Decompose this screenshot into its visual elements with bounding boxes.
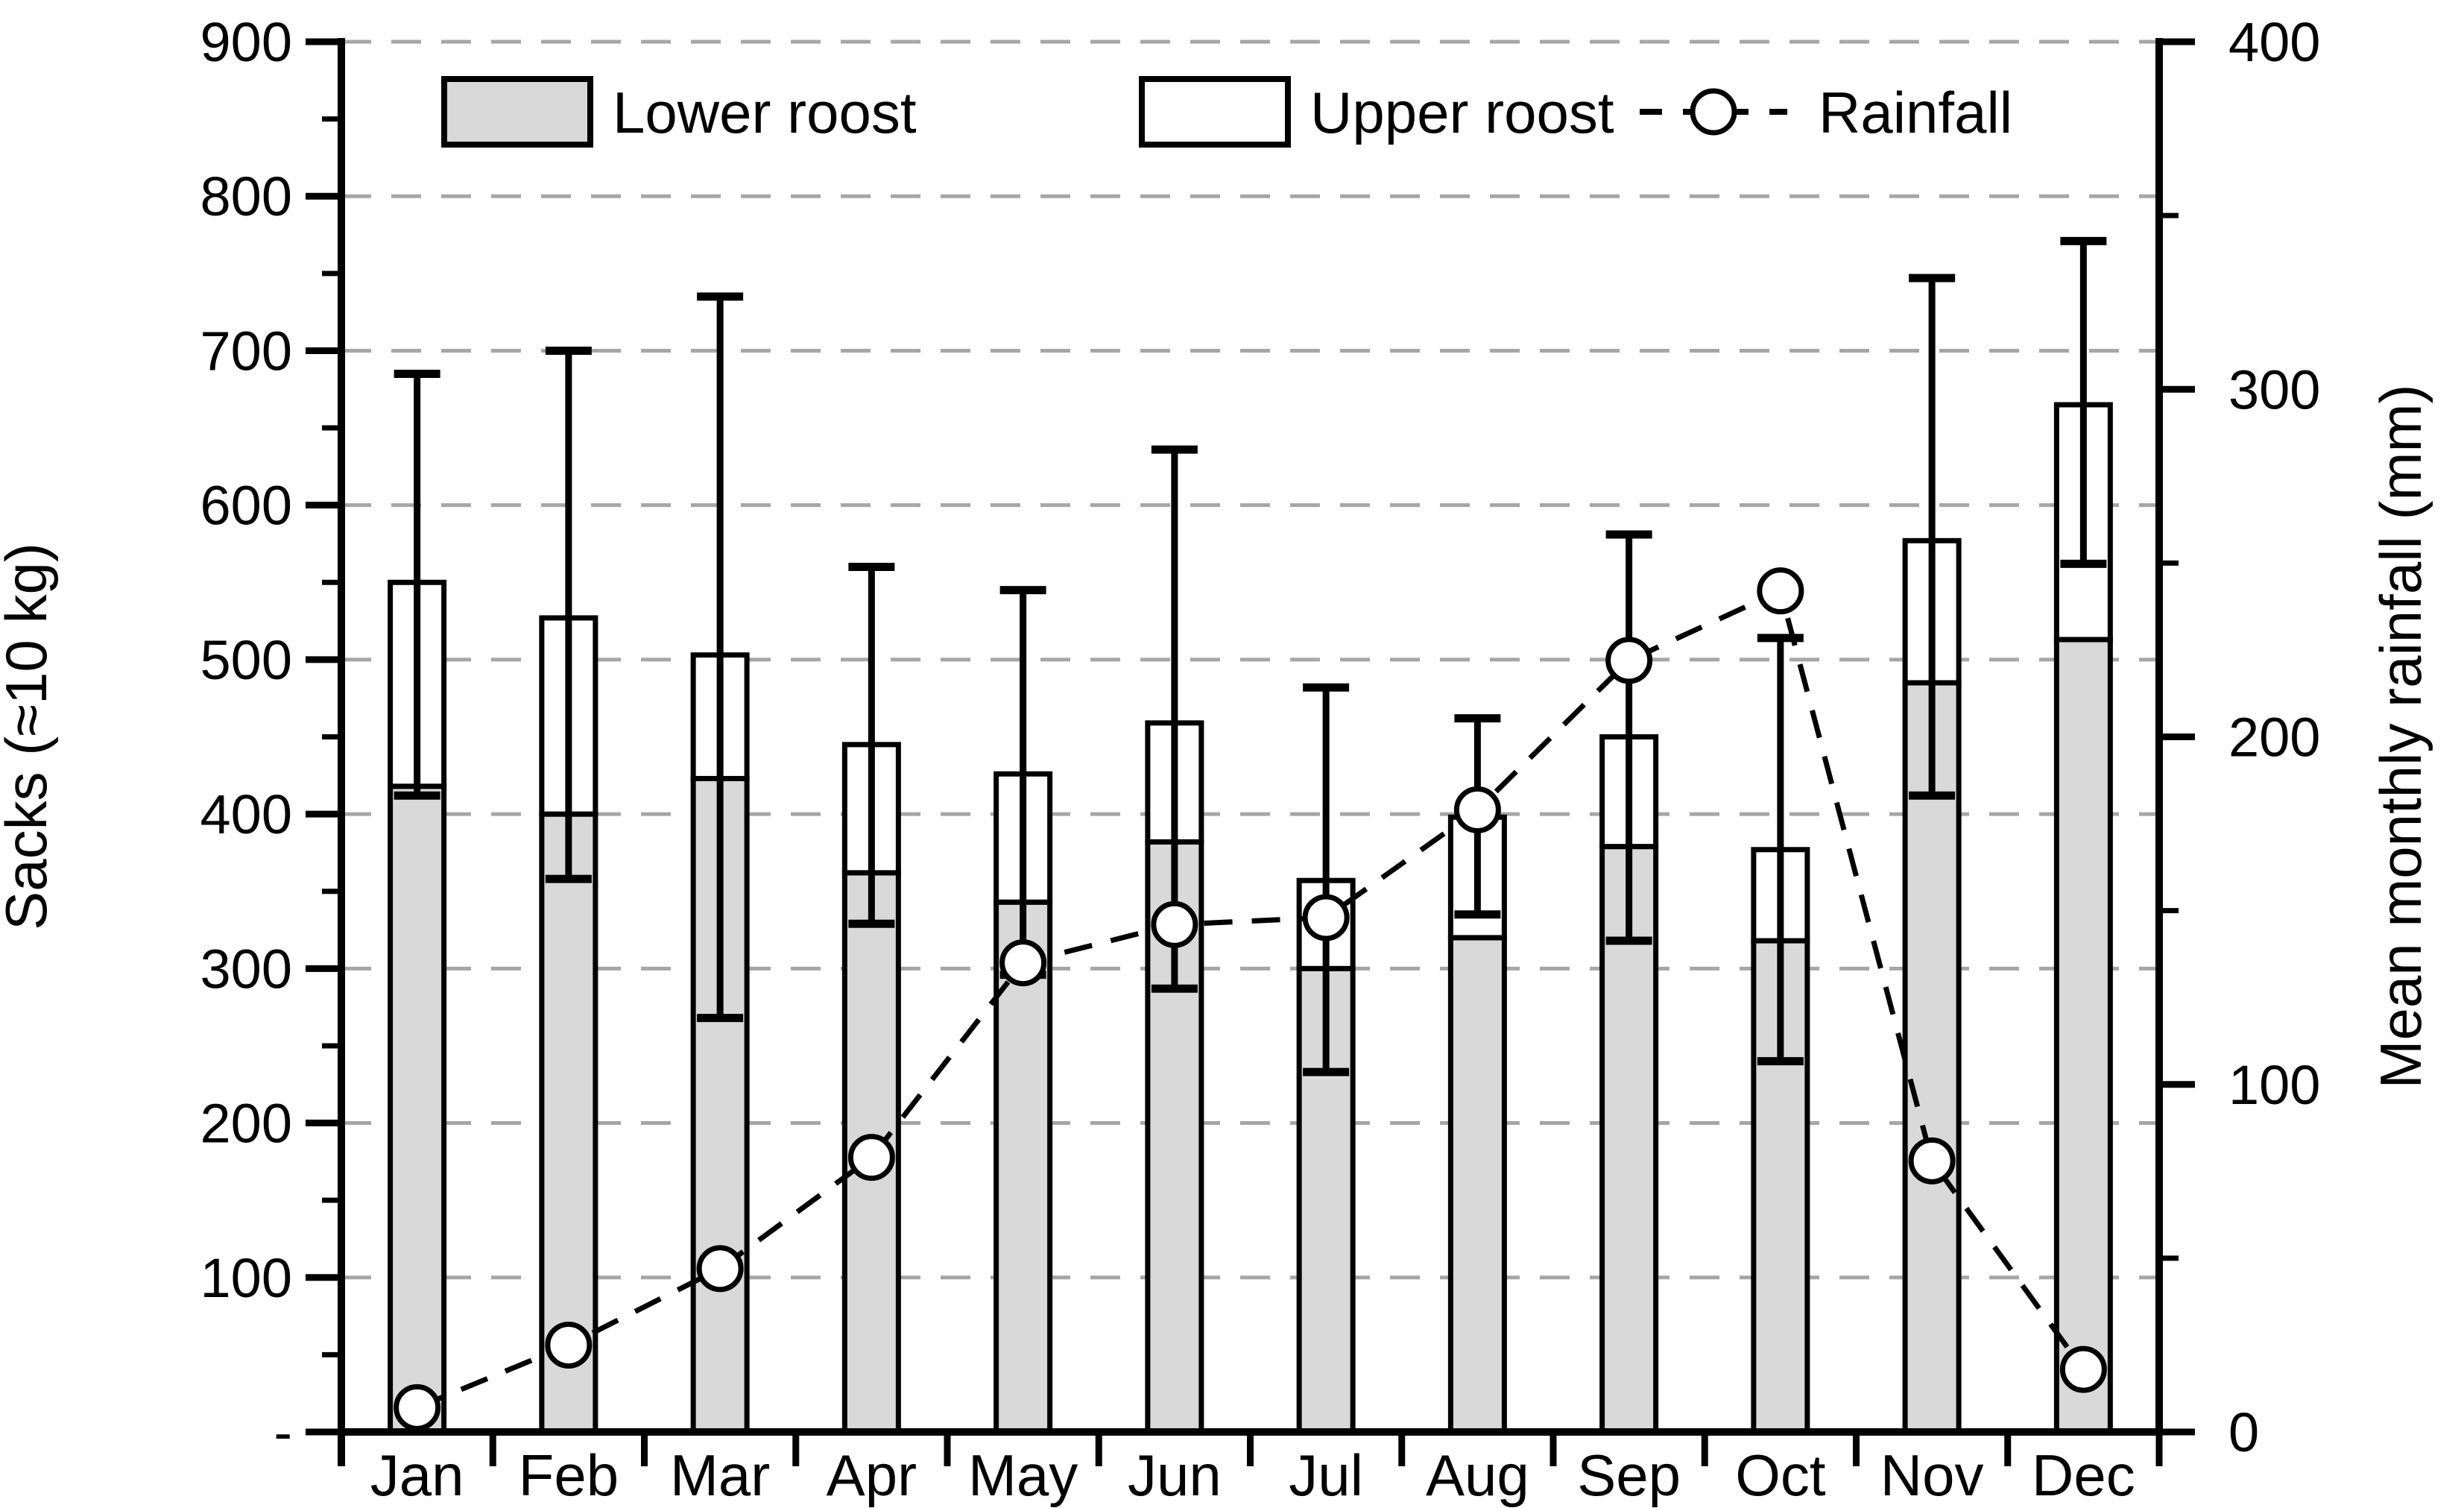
- error-bar-Jul: [1303, 683, 1350, 1076]
- bar-lower-roost-Dec: [2053, 637, 2113, 1435]
- rainfall-point-Jun: [1151, 900, 1198, 948]
- error-bar-Dec: [2060, 236, 2107, 568]
- x-tick-label-May: May: [968, 1442, 1078, 1508]
- error-bar-Sep: [1605, 530, 1652, 945]
- right-tick-label-0: 0: [2228, 1401, 2259, 1463]
- right-tick-label-300: 300: [2228, 359, 2320, 420]
- x-tick-label-Nov: Nov: [1880, 1442, 1984, 1508]
- x-tick-label-Jun: Jun: [1128, 1442, 1222, 1508]
- left-axis-title: Sacks (≈10 kg): [0, 543, 59, 930]
- rainfall-point-Feb: [545, 1321, 593, 1369]
- x-tick-label-Feb: Feb: [519, 1442, 619, 1508]
- bar-lower-roost-Aug: [1447, 935, 1507, 1435]
- x-tick-label-Jan: Jan: [370, 1442, 464, 1508]
- x-tick-label-Mar: Mar: [670, 1442, 770, 1508]
- error-bar-Jun: [1151, 445, 1198, 993]
- rainfall-point-Aug: [1453, 786, 1501, 833]
- left-tick-label-600: 600: [200, 475, 292, 537]
- left-tick-label-800: 800: [200, 165, 292, 227]
- bar-lower-roost-Jan: [388, 783, 447, 1435]
- error-bar-Oct: [1757, 634, 1804, 1066]
- right-axis-title: Mean monthly rainfall (mm): [2368, 385, 2433, 1089]
- error-bar-Apr: [848, 563, 895, 928]
- right-tick-label-100: 100: [2228, 1054, 2320, 1116]
- left-tick-label-300: 300: [200, 938, 292, 1000]
- left-tick-label-500: 500: [200, 629, 292, 691]
- left-tick-label-200: 200: [200, 1093, 292, 1155]
- rainfall-point-Jul: [1302, 894, 1350, 941]
- error-bar-Feb: [545, 346, 592, 883]
- rainfall-point-Sep: [1605, 637, 1653, 684]
- legend-label-rainfall: Rainfall: [1819, 80, 2012, 145]
- left-tick-label-700: 700: [200, 320, 292, 382]
- left-tick-label-400: 400: [200, 783, 292, 845]
- error-bar-Jan: [394, 370, 440, 800]
- left-tick-label-100: 100: [200, 1247, 292, 1309]
- error-bar-Nov: [1909, 274, 1956, 800]
- right-tick-label-200: 200: [2228, 707, 2320, 769]
- x-tick-label-Dec: Dec: [2032, 1442, 2135, 1508]
- legend-rainfall-marker: [1690, 88, 1737, 136]
- rainfall-point-Apr: [847, 1134, 895, 1182]
- x-tick-label-Aug: Aug: [1426, 1442, 1529, 1508]
- left-tick-label-900: 900: [200, 11, 292, 73]
- error-bar-Mar: [697, 292, 744, 1023]
- rainfall-point-May: [999, 939, 1047, 987]
- rainfall-point-Mar: [696, 1245, 744, 1293]
- left-tick-label-0: -: [274, 1401, 292, 1463]
- rainfall-line: [416, 587, 2086, 1410]
- x-tick-label-Sep: Sep: [1577, 1442, 1681, 1508]
- legend-label-lower-roost: Lower roost: [613, 80, 917, 145]
- legend-swatch-upper-roost: [1139, 76, 1291, 148]
- rainfall-point-Nov: [1908, 1137, 1956, 1184]
- rainfall-point-Oct: [1757, 567, 1804, 615]
- x-tick-label-Apr: Apr: [827, 1442, 917, 1508]
- right-tick-label-400: 400: [2228, 11, 2320, 73]
- bar-lower-roost-May: [994, 899, 1053, 1435]
- legend-swatch-lower-roost: [441, 76, 593, 148]
- rainfall-point-Dec: [2059, 1345, 2107, 1393]
- x-tick-label-Jul: Jul: [1289, 1442, 1363, 1508]
- rainfall-point-Jan: [394, 1384, 441, 1431]
- x-tick-label-Oct: Oct: [1735, 1442, 1826, 1508]
- legend-label-upper-roost: Upper roost: [1310, 80, 1614, 145]
